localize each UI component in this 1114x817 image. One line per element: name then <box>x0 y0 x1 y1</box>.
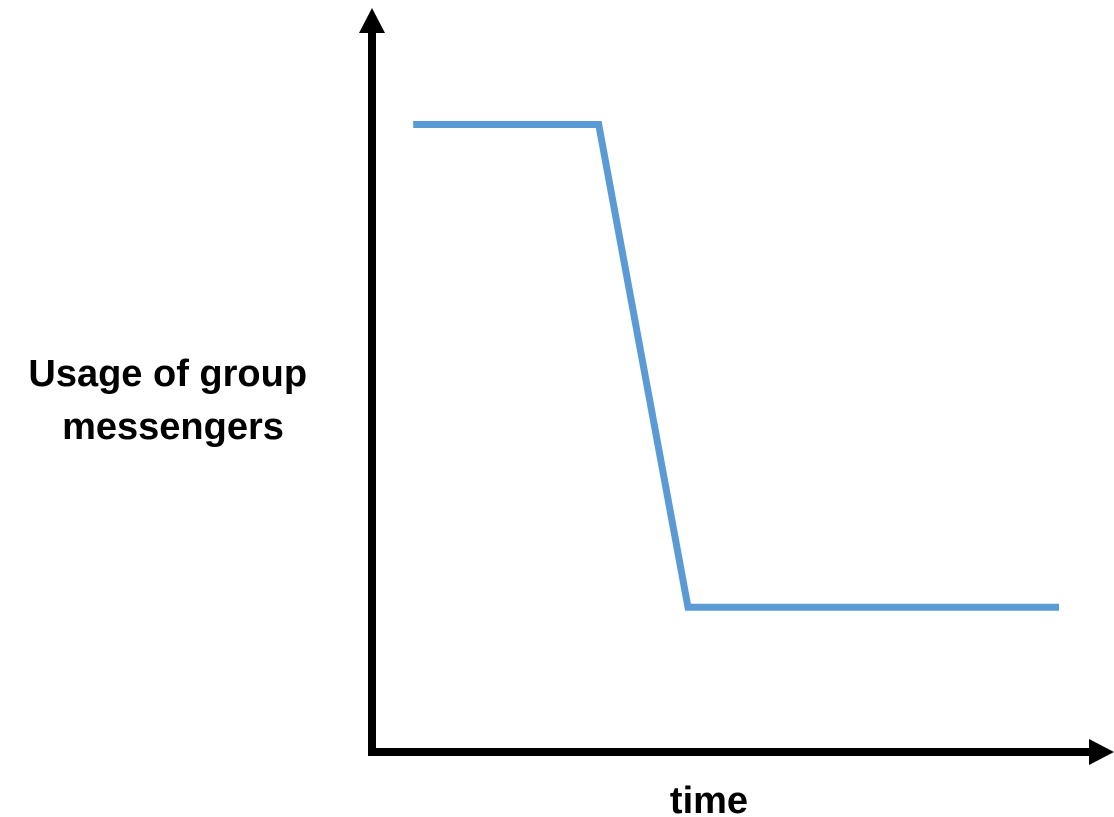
y-axis-arrow <box>359 8 385 33</box>
x-axis-label: time <box>670 780 748 817</box>
x-axis-arrow <box>1089 739 1114 765</box>
y-axis-label: Usage of group messengers <box>28 353 317 448</box>
y-axis-label-line-1: Usage of group <box>28 353 307 395</box>
series-line <box>413 121 1059 611</box>
y-axis-label-line-2: messengers <box>62 406 284 448</box>
